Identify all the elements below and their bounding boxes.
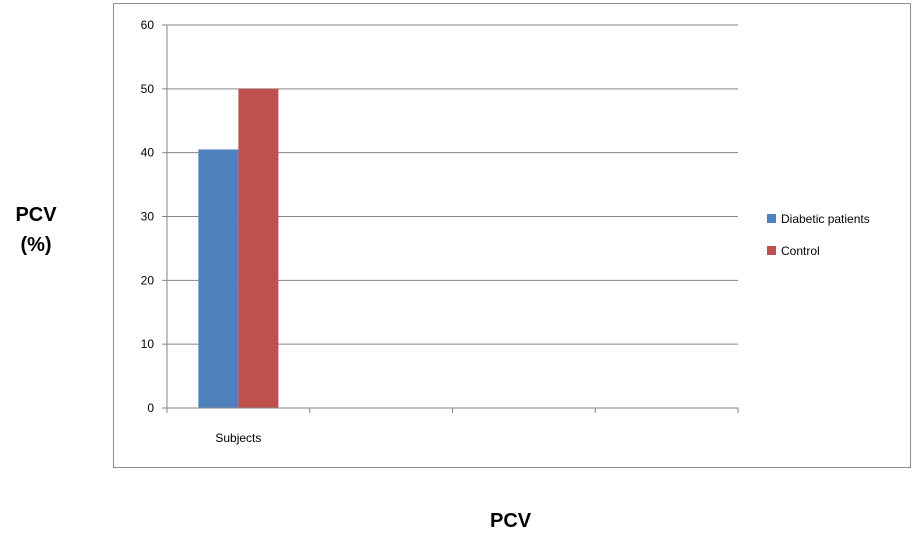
y-axis-label: PCV (%) <box>0 200 72 260</box>
x-tick-label: Subjects <box>215 431 261 445</box>
legend-label: Diabetic patients <box>781 212 870 226</box>
legend: Diabetic patients Control <box>767 212 870 258</box>
y-axis-label-line1: PCV <box>0 200 72 230</box>
legend-swatch <box>767 246 776 255</box>
legend-swatch <box>767 214 776 223</box>
y-tick-label: 50 <box>141 82 155 96</box>
y-axis-label-line2: (%) <box>0 230 72 260</box>
x-axis-label: PCV <box>490 510 531 533</box>
y-tick-label: 60 <box>141 18 155 32</box>
y-tick-label: 20 <box>141 273 155 287</box>
legend-label: Control <box>781 244 820 258</box>
y-tick-label: 40 <box>141 146 155 160</box>
bar-control <box>238 89 278 408</box>
y-tick-label: 30 <box>141 210 155 224</box>
bars <box>198 89 278 408</box>
y-tick-label: 10 <box>141 337 155 351</box>
bar-diabetic-patients <box>198 149 238 408</box>
y-tick-label: 0 <box>147 401 154 415</box>
